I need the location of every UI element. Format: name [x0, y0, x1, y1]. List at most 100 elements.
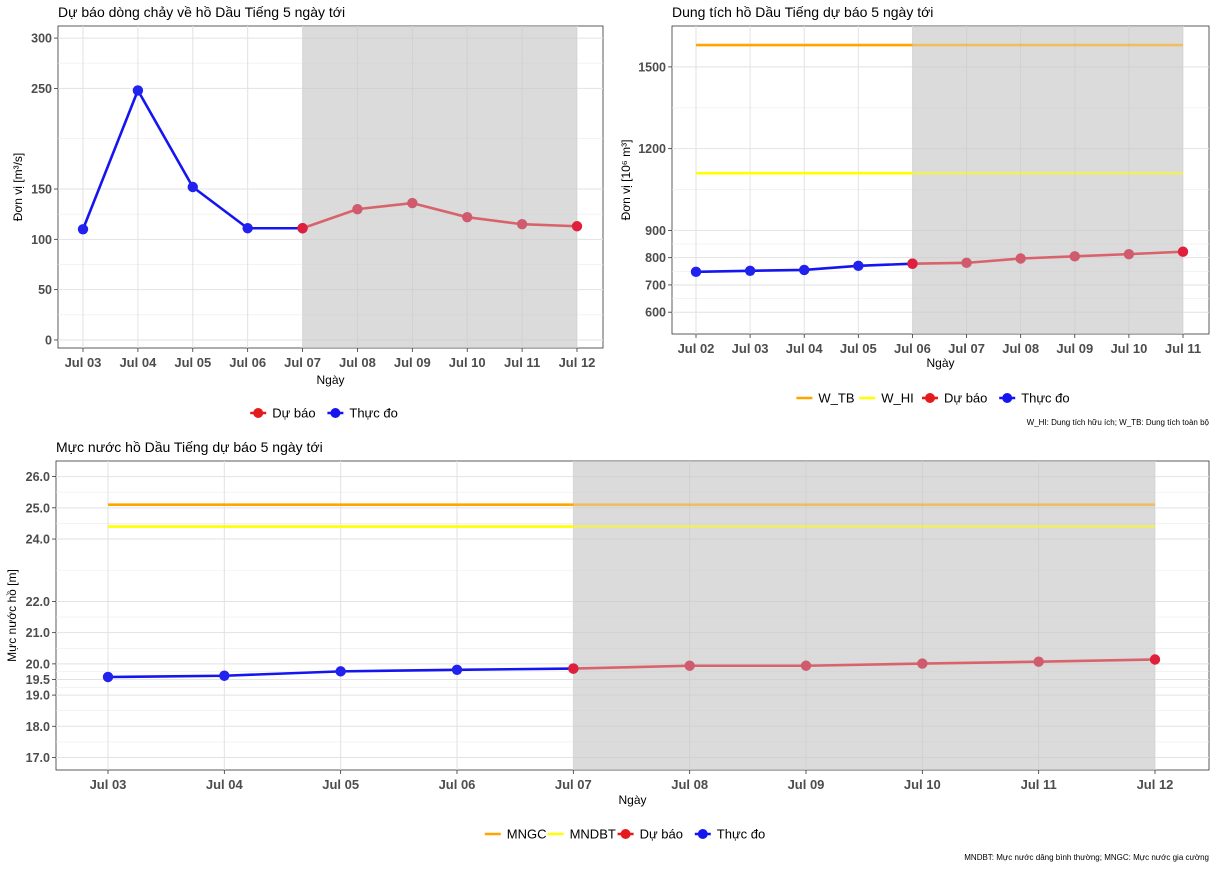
y-tick-label: 1200: [638, 142, 666, 156]
x-tick-label: Jul 02: [678, 341, 715, 356]
x-tick-label: Jul 03: [65, 355, 102, 370]
chart-title: Dự báo dòng chảy về hồ Dầu Tiếng 5 ngày …: [58, 4, 345, 20]
legend-label: Dự báo: [272, 406, 315, 421]
legend-label: Thực đo: [349, 406, 397, 421]
y-axis-label: Đơn vị [m³/s]: [11, 153, 25, 222]
forecast-region: [912, 26, 1183, 334]
data-point-forecast: [917, 658, 928, 669]
y-tick-label: 21.0: [26, 626, 50, 640]
data-point-observed: [799, 264, 810, 276]
y-tick-label: 50: [38, 283, 52, 297]
x-tick-label: Jul 05: [840, 341, 877, 356]
y-tick-label: 900: [645, 224, 666, 238]
data-point-forecast: [568, 663, 579, 674]
x-tick-label: Jul 04: [786, 341, 824, 356]
legend-key-point: [253, 408, 264, 418]
data-point-forecast: [352, 203, 363, 215]
legend-label: W_TB: [818, 391, 854, 406]
y-tick-label: 700: [645, 278, 666, 292]
y-tick-label: 25.0: [26, 501, 50, 515]
data-point-forecast: [907, 258, 918, 269]
y-tick-label: 18.0: [26, 720, 50, 734]
legend-label: Dự báo: [944, 391, 987, 406]
legend-key-point: [925, 393, 935, 403]
x-tick-label: Jul 08: [339, 355, 376, 370]
x-tick-label: Jul 09: [1056, 341, 1093, 356]
data-point-observed: [102, 671, 114, 683]
legend: W_TB W_HI Dự báo Thực đo: [796, 391, 1070, 406]
y-tick-label: 17.0: [26, 751, 50, 765]
chart-inflow: 0 50 100 150 250 300 Jul 03 Jul 04 Jul 05 Jul 06 J…: [11, 4, 604, 421]
x-tick-label: Jul 07: [555, 777, 592, 792]
series-line-forecast: [912, 250, 1184, 265]
data-point-forecast: [1069, 251, 1080, 262]
y-tick-label: 24.0: [26, 533, 50, 547]
y-tick-label: 800: [645, 251, 666, 265]
legend-key-point: [1002, 393, 1013, 403]
x-tick-label: Jul 07: [284, 355, 321, 370]
data-point-forecast: [1033, 656, 1044, 667]
x-axis-label: Ngày: [316, 373, 344, 387]
legend-label: W_HI: [881, 391, 914, 406]
y-tick-label: 19.0: [26, 689, 50, 703]
forecast-region: [573, 461, 1155, 770]
data-point-observed: [690, 266, 702, 278]
legend-label: MNDBT: [570, 827, 616, 842]
y-axis-label: Đơn vị [10⁶ m³]: [619, 140, 633, 221]
series-line-forecast: [302, 201, 578, 230]
y-tick-label: 26.0: [26, 470, 50, 484]
legend-key-point: [330, 408, 341, 418]
x-tick-label: Jul 10: [449, 355, 486, 370]
data-point-forecast: [800, 660, 812, 671]
y-tick-label: 600: [645, 306, 666, 320]
data-point-observed: [335, 666, 346, 677]
y-tick-label: 22.0: [26, 595, 50, 609]
x-tick-label: Jul 11: [1021, 777, 1057, 792]
data-point-forecast: [684, 660, 695, 671]
x-tick-label: Jul 06: [439, 777, 476, 792]
x-tick-label: Jul 04: [119, 355, 157, 370]
chart-note: MNDBT: Mực nước dâng bình thường; MNGC: …: [964, 853, 1209, 862]
data-point-forecast: [516, 219, 528, 230]
x-axis-label: Ngày: [926, 356, 954, 370]
y-tick-label: 300: [31, 32, 52, 46]
data-point-forecast: [961, 257, 972, 269]
y-tick-label: 0: [45, 333, 52, 347]
x-tick-label: Jul 06: [894, 341, 931, 356]
x-tick-label: Jul 10: [904, 777, 941, 792]
x-tick-label: Jul 05: [174, 355, 211, 370]
x-tick-label: Jul 11: [1165, 341, 1201, 356]
y-tick-label: 250: [31, 82, 52, 96]
x-tick-label: Jul 09: [394, 355, 431, 370]
legend-label: Thực đo: [1021, 391, 1069, 406]
data-point-observed: [219, 670, 230, 681]
x-tick-label: Jul 04: [206, 777, 244, 792]
data-point-observed: [77, 224, 89, 235]
legend-label: Dự báo: [640, 827, 683, 842]
x-tick-label: Jul 07: [948, 341, 985, 356]
y-axis-label: Mực nước hồ [m]: [5, 569, 19, 662]
data-point-forecast: [1123, 248, 1135, 260]
y-tick-label: 19.5: [26, 673, 50, 687]
chart-level: 17.0 18.0 19.0 19.5 20.0 21.0 22.0 24.0 25.0 26.0…: [5, 439, 1210, 862]
chart-note: W_HI: Dung tích hữu ích; W_TB: Dung tích…: [1027, 418, 1210, 427]
data-point-forecast: [462, 211, 473, 223]
x-tick-label: Jul 03: [90, 777, 127, 792]
x-tick-label: Jul 12: [559, 355, 596, 370]
legend-label: MNGC: [507, 827, 547, 842]
chart-title: Dung tích hồ Dầu Tiếng dự báo 5 ngày tới: [672, 4, 933, 20]
y-tick-label: 20.0: [26, 657, 50, 671]
data-point-observed: [744, 265, 756, 276]
data-point-observed: [451, 664, 463, 676]
forecast-region: [302, 26, 577, 348]
legend-label: Thực đo: [717, 827, 765, 842]
data-point-forecast: [297, 223, 308, 234]
legend-key-point: [620, 829, 631, 839]
chart-title: Mực nước hồ Dầu Tiếng dự báo 5 ngày tới: [56, 439, 323, 455]
data-point-observed: [187, 181, 198, 193]
x-tick-label: Jul 09: [788, 777, 825, 792]
chart-storage: 600 700 800 900 1200 1500 Jul 02 Jul 03 Jul 04 Ju…: [619, 4, 1210, 427]
x-tick-label: Jul 10: [1110, 341, 1147, 356]
data-point-observed: [853, 260, 864, 272]
